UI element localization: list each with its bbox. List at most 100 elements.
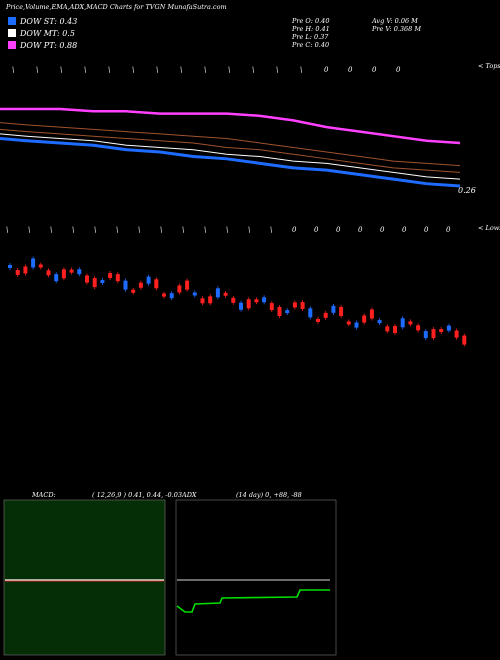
candle-body [169,293,174,299]
candle-body [292,302,297,308]
top-marker: 0 [372,66,377,74]
low-marker: 0 [314,226,319,234]
candle-body [200,298,205,304]
candle-body [138,282,143,288]
candle-body [115,274,120,282]
top-marker: \ [156,66,158,74]
pre-low: Pre L: 0.37 [292,33,329,41]
candle-body [277,306,282,316]
candle-body [23,266,28,274]
low-marker: 0 [292,226,297,234]
pre-close: Pre C: 0.40 [292,41,330,49]
low-marker: \ [182,226,184,234]
candle-body [246,299,251,309]
legend-label: DOW PT: 0.88 [20,41,78,50]
low-marker: \ [28,226,30,234]
low-marker: \ [116,226,118,234]
prev-volume: Pre V: 0.368 M [372,25,422,33]
top-marker: \ [132,66,134,74]
candle-body [192,292,197,296]
ema-line-dow-pt [0,107,461,145]
candle-body [400,318,405,328]
candle-body [354,322,359,328]
candle-body [423,331,428,339]
pre-open: Pre O: 0.40 [292,17,330,25]
candle-body [185,280,190,290]
candle-body [208,296,213,304]
adx-lines [176,579,330,613]
legend-swatch-st [8,17,16,25]
candle-body [346,321,351,325]
low-marker: 0 [424,226,429,234]
candle-body [369,309,374,319]
ema-line-context-0 [0,122,461,167]
candle-body [85,275,89,283]
candle-body [385,326,390,332]
top-marker: \ [252,66,254,74]
pre-high: Pre H: 0.41 [292,25,330,33]
ema-line-dow-mt [0,133,461,180]
candle-body [454,330,459,338]
macd-lines [5,579,164,582]
candle-body [285,310,290,314]
candle-body [439,329,444,333]
legend-dow-mt: DOW MT: 0.5 [8,29,75,38]
low-marker: 0 [380,226,385,234]
top-marker: \ [180,66,182,74]
candle-body [362,315,367,323]
top-marker: \ [36,66,38,74]
top-marker: 0 [348,66,353,74]
candle-body [77,269,82,275]
candle-body [31,258,36,268]
candle-body [408,321,413,325]
low-marker: 0 [358,226,363,234]
candle-body [108,273,113,279]
top-marker: \ [228,66,230,74]
candle-body [416,325,421,331]
candle-body [61,269,66,279]
top-marker: \ [60,66,62,74]
candle-body [262,297,267,303]
low-marker: \ [248,226,250,234]
adx-di-line [176,589,330,613]
candle-body [69,269,74,273]
ema-line-dow-st [0,136,461,188]
candle-body [269,303,274,311]
candle-body [323,312,328,318]
candle-body [38,264,43,268]
candle-body [162,293,166,297]
top-marker: 0 [396,66,401,74]
candle-body [54,274,59,282]
candle-body [339,306,344,316]
macd-label: MACD: [32,491,56,499]
low-marker: 0 [446,226,451,234]
low-marker: \ [204,226,206,234]
candle-body [316,318,320,322]
last-price-label: 0.26 [458,186,476,195]
candle-body [431,329,436,339]
top-marker: 0 [324,66,329,74]
candle-body [239,302,243,310]
low-markers: \ \ \ \ \ \ \ \ \ \ \ \ \ 0 0 0 0 0 0 0 0 [6,226,451,234]
candle-body [15,269,20,275]
candle-body [393,325,397,333]
candle-body [123,280,128,290]
top-marker: \ [204,66,206,74]
legend-swatch-mt [8,29,16,37]
top-marker: \ [300,66,302,74]
tops-label: < Tops [478,62,500,70]
macd-params: ( 12,26,9 ) 0.41, 0.44, -0.03 [92,491,182,499]
low-marker: 0 [336,226,341,234]
adx-params: (14 day) 0, +88, -88 [236,491,302,499]
legend-swatch-pt [8,41,16,49]
candle-body [177,285,182,293]
legend-dow-st: DOW ST: 0.43 [8,17,77,26]
low-marker: \ [50,226,52,234]
ema-lines [0,107,461,188]
ema-line-context-1 [0,128,461,173]
top-marker: \ [12,66,14,74]
lows-label: < Lows [478,224,500,232]
candles [8,256,467,347]
candle-body [92,278,97,288]
low-marker: \ [138,226,140,234]
